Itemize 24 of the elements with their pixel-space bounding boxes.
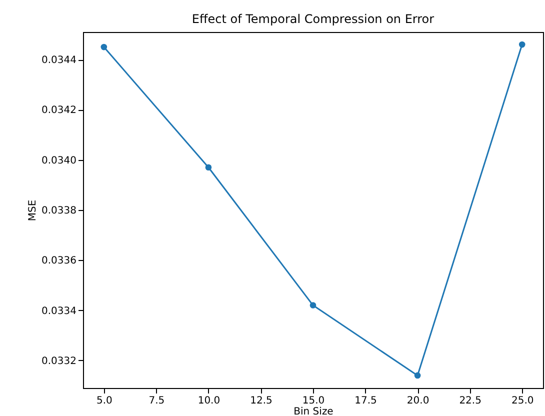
point	[310, 302, 316, 308]
x-tick-label: 17.5	[354, 396, 377, 406]
x-tick-label: 22.5	[459, 396, 482, 406]
point	[414, 372, 421, 379]
x-tick-label: 5.0	[96, 396, 112, 406]
x-tick-label: 12.5	[250, 396, 272, 406]
x-tick-label: 15.0	[302, 396, 325, 406]
y-tick-label: 0.0344	[42, 55, 76, 66]
y-tick-label: 0.0342	[42, 105, 76, 116]
y-tick-label: 0.0334	[42, 306, 76, 317]
y-tick-label: 0.0340	[42, 155, 76, 166]
x-tick-label: 25.0	[511, 396, 534, 406]
point	[100, 44, 108, 50]
point	[518, 41, 526, 48]
y-tick-label: 0.0332	[42, 356, 76, 367]
point	[205, 164, 212, 171]
chart-title: Effect of Temporal Compression on Error	[192, 12, 434, 26]
y-tick-label: 0.0338	[42, 206, 76, 216]
x-tick-label: 10.0	[198, 396, 220, 406]
x-tick-label: 7.5	[148, 396, 165, 406]
x-tick-label: 20.0	[406, 396, 430, 406]
x-axis-title: Bin Size	[294, 406, 334, 416]
y-axis-title: MSE	[28, 200, 39, 222]
y-tick-label: 0.0336	[42, 256, 76, 267]
